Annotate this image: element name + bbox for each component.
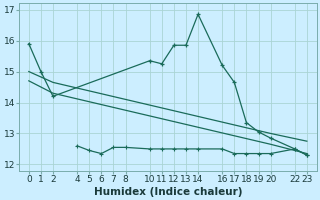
X-axis label: Humidex (Indice chaleur): Humidex (Indice chaleur) xyxy=(93,187,242,197)
